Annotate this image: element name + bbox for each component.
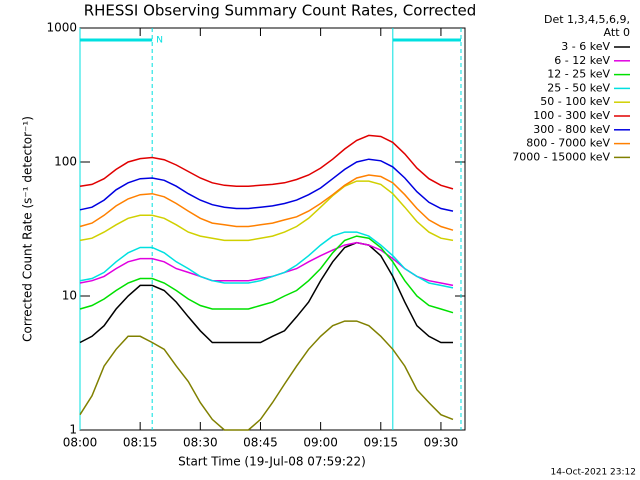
series-line: [79, 231, 454, 289]
series-line: [79, 241, 453, 344]
legend-label: 12 - 25 keV: [547, 68, 610, 81]
interval-label: N: [156, 36, 163, 46]
footer: 14-Oct-2021 23:12: [551, 468, 636, 478]
legend-header: Att 0: [604, 26, 630, 39]
series-line: [79, 174, 454, 231]
y-tick-label: 1000: [46, 21, 77, 35]
x-tick-label: 08:00: [63, 436, 98, 450]
y-tick-label: 1: [69, 423, 77, 437]
chart-title: RHESSI Observing Summary Count Rates, Co…: [84, 2, 477, 20]
series-line: [79, 180, 454, 242]
legend-label: 25 - 50 keV: [547, 81, 610, 94]
legend-label: 300 - 800 keV: [533, 123, 610, 136]
x-tick-label: 09:15: [363, 436, 398, 450]
x-tick-label: 08:45: [243, 436, 278, 450]
legend-header: Det 1,3,4,5,6,9,: [544, 13, 630, 26]
legend-label: 800 - 7000 keV: [526, 137, 610, 150]
series-line: [79, 241, 454, 287]
y-axis-label: Corrected Count Rate (s⁻¹ detector⁻¹): [21, 116, 35, 342]
x-tick-label: 08:30: [183, 436, 218, 450]
x-axis-label: Start Time (19-Jul-08 07:59:22): [178, 455, 366, 469]
y-tick-label: 10: [62, 289, 77, 303]
y-tick-label: 100: [54, 155, 77, 169]
series-line: [79, 235, 454, 314]
series-line: [79, 158, 454, 212]
legend-label: 7000 - 15000 keV: [512, 150, 610, 163]
legend-label: 3 - 6 keV: [561, 40, 610, 53]
legend-label: 6 - 12 keV: [554, 54, 610, 67]
series-line: [79, 320, 454, 431]
legend-label: 50 - 100 keV: [540, 95, 610, 108]
x-tick-label: 08:15: [123, 436, 158, 450]
series-line: [79, 134, 454, 190]
x-tick-label: 09:00: [303, 436, 338, 450]
x-tick-label: 09:30: [424, 436, 459, 450]
legend-label: 100 - 300 keV: [533, 109, 610, 122]
